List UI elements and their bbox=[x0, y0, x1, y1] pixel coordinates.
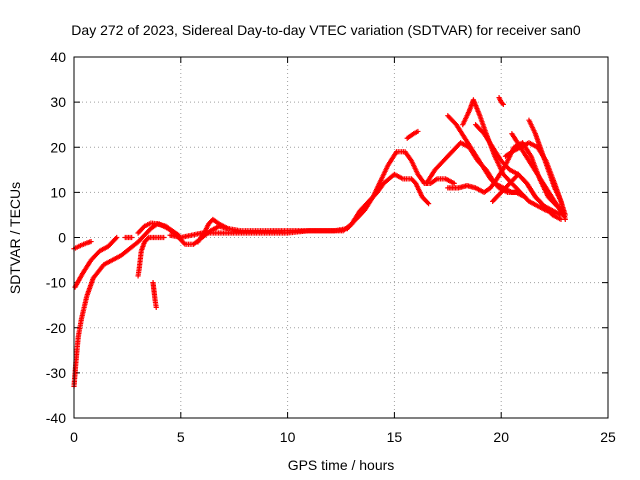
chart-title: Day 272 of 2023, Sidereal Day-to-day VTE… bbox=[71, 22, 581, 38]
data-point bbox=[129, 234, 135, 241]
data-point bbox=[412, 179, 418, 185]
data-point bbox=[558, 216, 564, 223]
series-track-4 bbox=[122, 234, 135, 241]
y-tick-label: -30 bbox=[46, 365, 66, 381]
data-point bbox=[415, 128, 421, 135]
series-track-1 bbox=[71, 238, 94, 252]
series-track-11 bbox=[404, 128, 421, 141]
data-point bbox=[88, 238, 94, 245]
series-track-17 bbox=[496, 95, 506, 107]
axis-ticks: 0 5 10 15 20 25 -40 -30 -20 -10 0 10 20 30 40 bbox=[46, 49, 616, 445]
data-point bbox=[500, 101, 506, 107]
y-tick-label: 40 bbox=[50, 49, 66, 65]
series-track-18 bbox=[509, 131, 566, 218]
y-tick-label: 20 bbox=[50, 139, 66, 155]
data-point bbox=[425, 201, 432, 207]
y-tick-label: 10 bbox=[50, 184, 66, 200]
series-track-10 bbox=[344, 149, 457, 232]
x-tick-label: 25 bbox=[600, 429, 616, 445]
series-track-5 bbox=[135, 234, 167, 279]
series-track-20 bbox=[502, 140, 568, 223]
y-tick-label: 0 bbox=[58, 230, 66, 246]
data-points bbox=[71, 95, 568, 390]
y-axis-label: SDTVAR / TECUs bbox=[7, 182, 23, 294]
series-track-6 bbox=[150, 280, 159, 311]
data-point bbox=[424, 199, 431, 206]
data-point bbox=[113, 236, 119, 242]
x-tick-label: 5 bbox=[177, 429, 185, 445]
data-point bbox=[499, 100, 505, 106]
series-track-21 bbox=[490, 171, 564, 223]
series-track-2 bbox=[72, 234, 120, 290]
y-tick-label: -10 bbox=[46, 275, 66, 291]
data-point bbox=[140, 224, 147, 230]
x-tick-label: 10 bbox=[280, 429, 296, 445]
y-tick-label: -40 bbox=[46, 410, 66, 426]
plot-frame bbox=[73, 56, 609, 419]
data-point bbox=[114, 234, 120, 241]
y-tick-label: 30 bbox=[50, 94, 66, 110]
series-track-3 bbox=[71, 221, 182, 390]
x-tick-label: 0 bbox=[70, 429, 78, 445]
data-point bbox=[145, 236, 151, 242]
data-point bbox=[451, 180, 457, 186]
x-axis-label: GPS time / hours bbox=[288, 457, 395, 473]
data-point bbox=[181, 240, 187, 246]
data-point bbox=[161, 234, 167, 241]
x-tick-label: 15 bbox=[387, 429, 403, 445]
x-tick-label: 20 bbox=[493, 429, 509, 445]
data-point bbox=[153, 304, 159, 311]
y-tick-label: -20 bbox=[46, 320, 66, 336]
data-point bbox=[225, 225, 231, 232]
